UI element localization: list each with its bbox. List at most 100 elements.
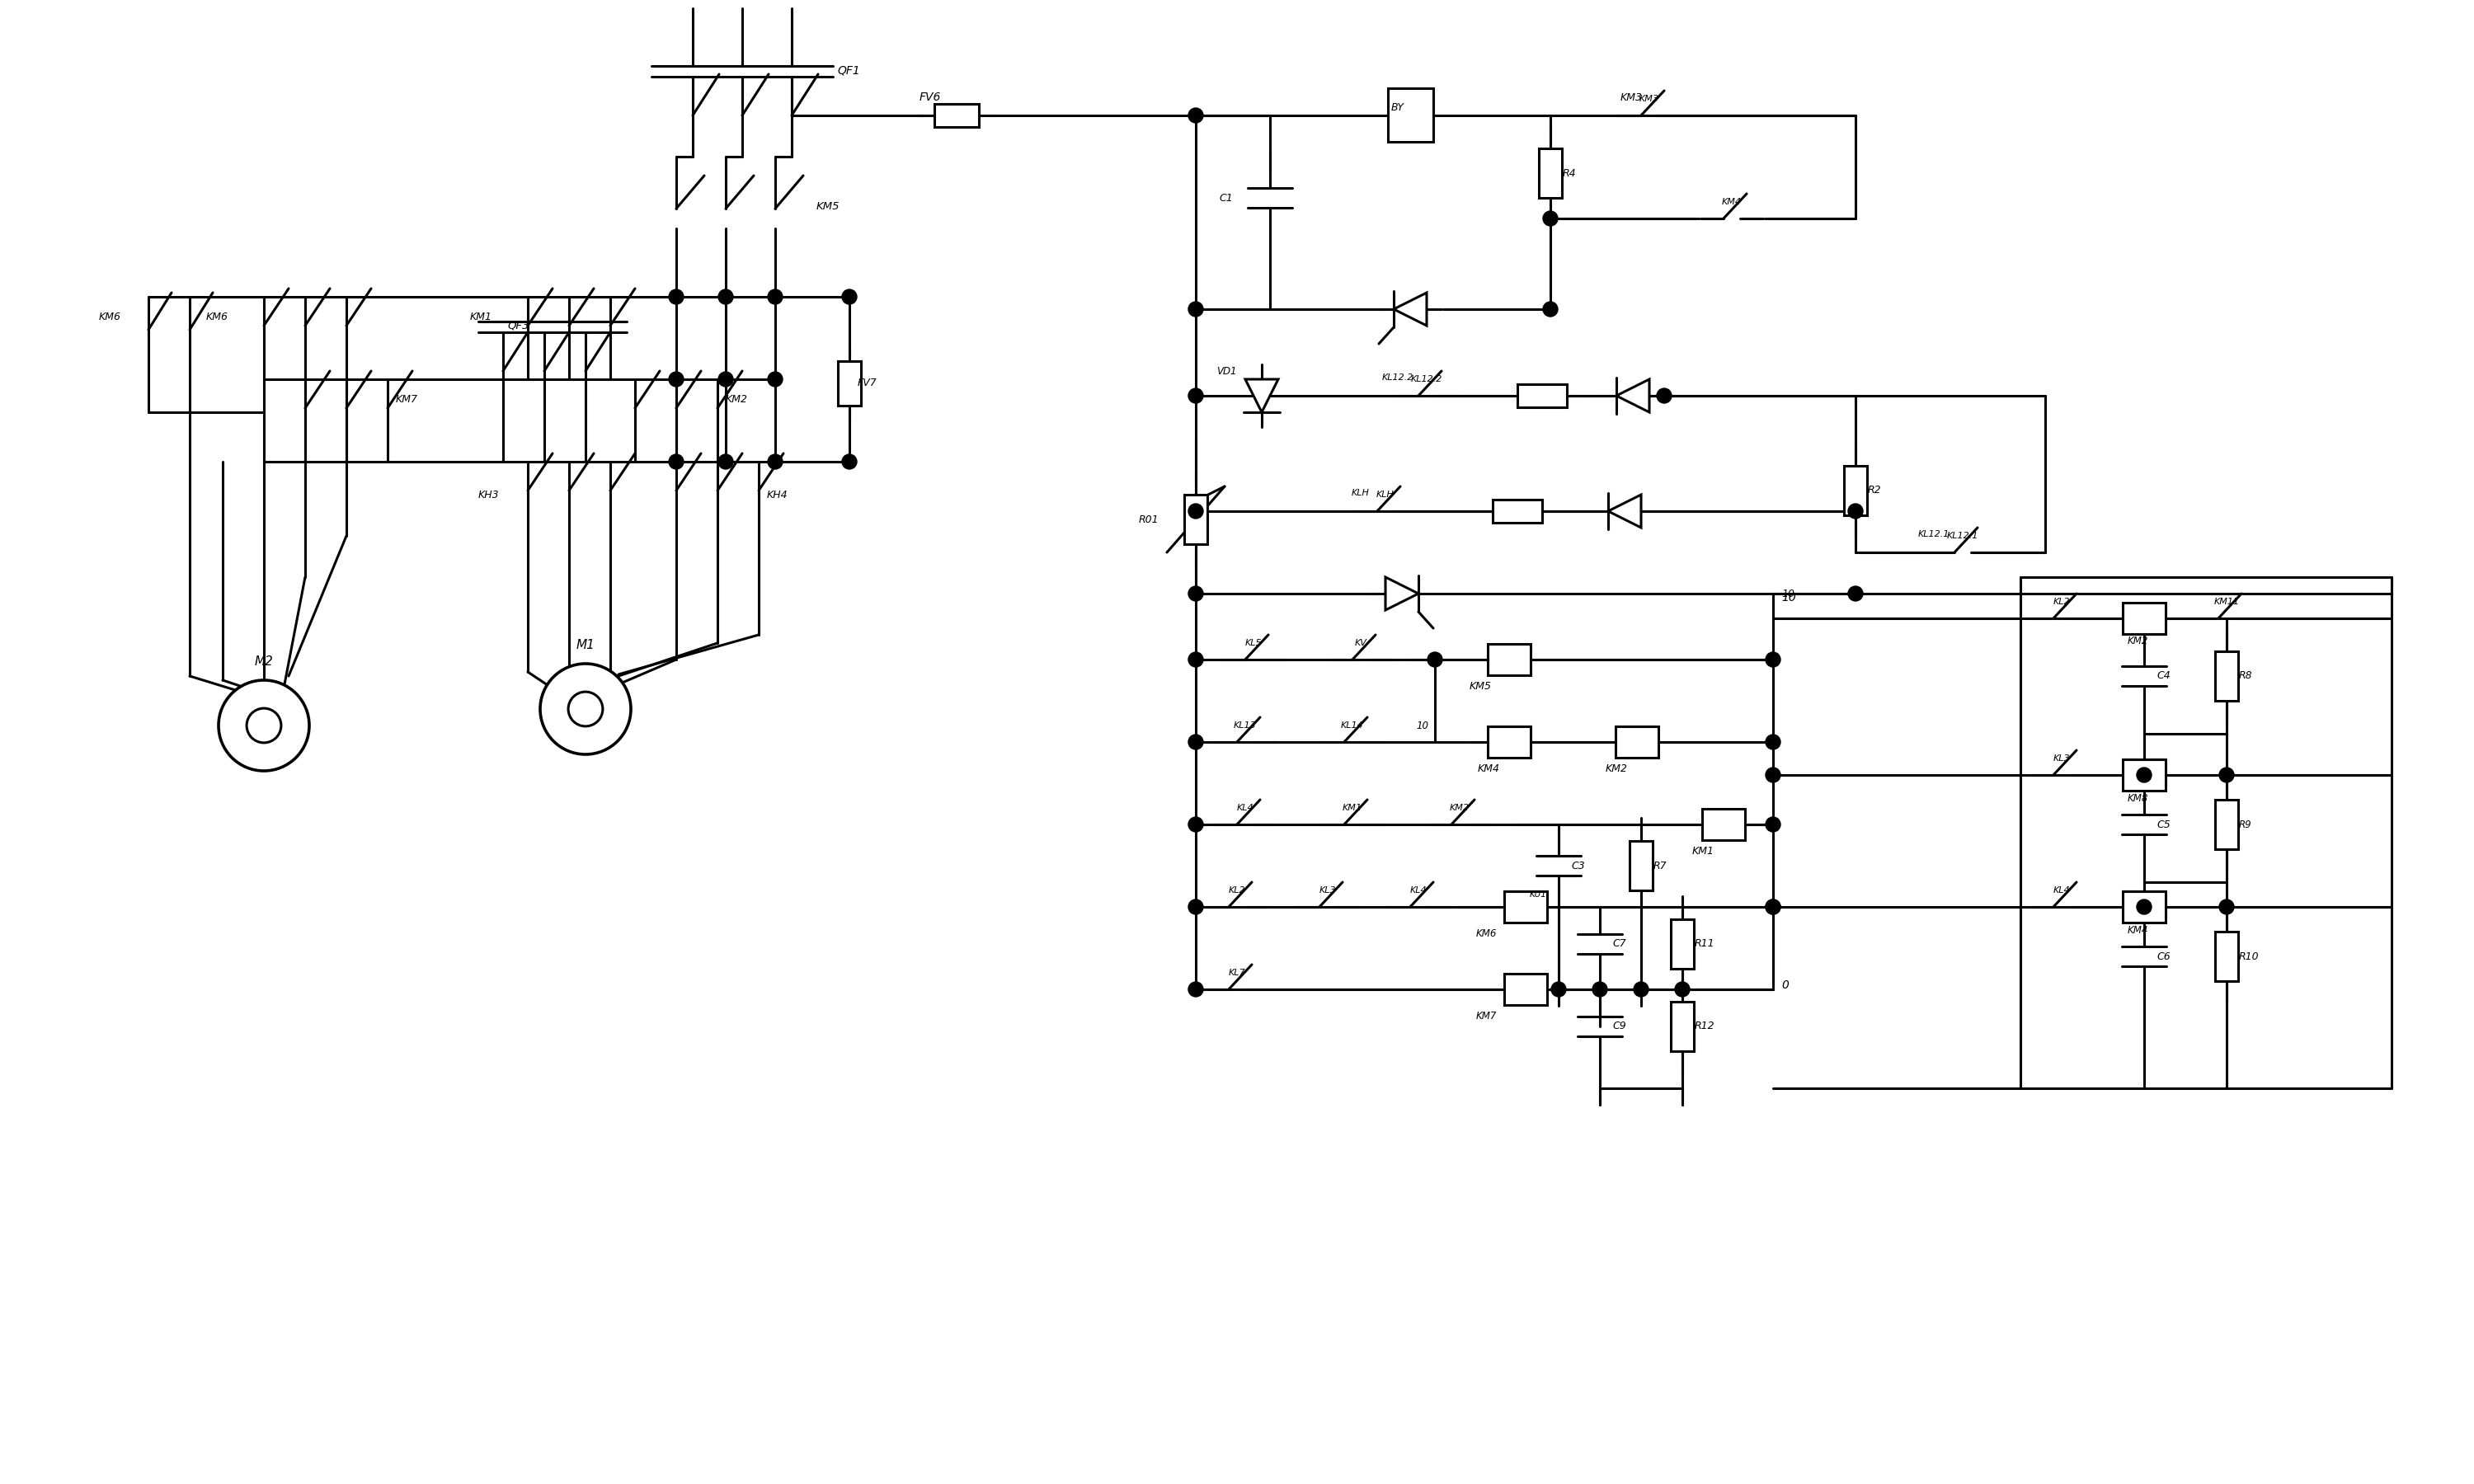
Circle shape [1675, 982, 1690, 997]
Text: M2: M2 [255, 656, 272, 668]
Circle shape [2138, 767, 2152, 782]
Text: R11: R11 [1695, 939, 1714, 950]
Polygon shape [1608, 494, 1640, 528]
Text: C7: C7 [1613, 939, 1625, 950]
Text: 10: 10 [1781, 592, 1796, 604]
Text: R12: R12 [1695, 1021, 1714, 1031]
Circle shape [1766, 899, 1781, 914]
Text: KM3: KM3 [1620, 92, 1643, 102]
Circle shape [767, 454, 782, 469]
Circle shape [1593, 982, 1608, 997]
Bar [2123, 760, 2165, 791]
Circle shape [539, 663, 631, 754]
Bar [1504, 892, 1546, 923]
Text: KLH: KLH [1351, 488, 1371, 497]
Text: KH4: KH4 [767, 490, 789, 500]
Circle shape [2219, 899, 2234, 914]
Text: KM1: KM1 [1692, 846, 1714, 856]
Text: KM6: KM6 [1477, 928, 1497, 939]
Text: C3: C3 [1571, 861, 1586, 871]
Text: KM6: KM6 [99, 312, 121, 324]
Text: KL14: KL14 [1341, 721, 1363, 730]
Bar [1388, 89, 1432, 142]
Text: KM2: KM2 [1450, 804, 1470, 812]
Text: C5: C5 [2157, 819, 2170, 830]
Circle shape [569, 692, 604, 726]
Text: KM1: KM1 [1343, 804, 1363, 812]
Bar [1487, 644, 1531, 675]
Text: KV: KV [1356, 640, 1366, 647]
Bar [1185, 494, 1207, 545]
Circle shape [1188, 982, 1202, 997]
Text: C1: C1 [1220, 193, 1232, 203]
Circle shape [668, 372, 683, 387]
Circle shape [1188, 899, 1202, 914]
Text: 0: 0 [1781, 979, 1789, 991]
Text: R10: R10 [2239, 951, 2259, 962]
Text: KM1: KM1 [470, 312, 492, 324]
Circle shape [1766, 735, 1781, 749]
Text: KM5: KM5 [816, 200, 839, 211]
Text: KL7: KL7 [1230, 969, 1244, 976]
Circle shape [1848, 586, 1863, 601]
Bar [2214, 932, 2239, 981]
Text: C6: C6 [2157, 951, 2170, 962]
Circle shape [1188, 503, 1202, 518]
Text: KM4: KM4 [2128, 925, 2147, 935]
Text: KL12.2: KL12.2 [1383, 374, 1413, 381]
Text: KLH: KLH [1376, 491, 1395, 499]
Circle shape [841, 454, 856, 469]
Bar [1487, 726, 1531, 758]
Text: KM4: KM4 [1722, 197, 1742, 206]
Text: FV7: FV7 [858, 378, 878, 389]
Text: KL12.2: KL12.2 [1410, 375, 1442, 383]
Text: BY: BY [1390, 102, 1405, 113]
Bar [1630, 841, 1653, 890]
Circle shape [1188, 735, 1202, 749]
Circle shape [1188, 651, 1202, 666]
Text: KM7: KM7 [396, 395, 418, 405]
Polygon shape [1393, 292, 1427, 325]
Text: KL4: KL4 [2053, 886, 2071, 895]
Bar [2214, 651, 2239, 700]
Text: KL12.1: KL12.1 [1917, 530, 1950, 539]
Circle shape [1551, 982, 1566, 997]
Text: KM6: KM6 [205, 312, 228, 324]
Text: KL2: KL2 [1230, 886, 1244, 895]
Circle shape [247, 708, 282, 743]
Text: KL2: KL2 [2053, 598, 2071, 605]
Circle shape [1848, 503, 1863, 518]
Text: C4: C4 [2157, 671, 2170, 681]
Bar [1843, 466, 1868, 515]
Text: KL3: KL3 [2053, 754, 2071, 763]
Text: 10: 10 [1415, 720, 1430, 732]
Text: KL5: KL5 [1244, 640, 1262, 647]
Circle shape [767, 289, 782, 304]
Text: R01: R01 [1138, 513, 1158, 525]
Bar [1616, 726, 1658, 758]
Text: KM4: KM4 [1477, 763, 1499, 773]
Bar [2214, 800, 2239, 849]
Circle shape [1188, 818, 1202, 833]
Circle shape [1188, 108, 1202, 123]
Polygon shape [1244, 380, 1279, 413]
Text: KM3: KM3 [1640, 95, 1660, 102]
Bar [935, 104, 980, 128]
Text: KU1: KU1 [1529, 890, 1546, 899]
Circle shape [1544, 211, 1559, 226]
Text: KM11: KM11 [2214, 598, 2239, 605]
Circle shape [2219, 767, 2234, 782]
Text: KL13: KL13 [1235, 721, 1257, 730]
Text: KM2: KM2 [725, 395, 747, 405]
Text: KM2: KM2 [2128, 637, 2147, 647]
Bar [1504, 974, 1546, 1005]
Text: KH3: KH3 [477, 490, 500, 500]
Bar [1702, 809, 1744, 840]
Text: KL4: KL4 [1237, 804, 1254, 812]
Circle shape [668, 454, 683, 469]
Circle shape [218, 680, 309, 770]
Circle shape [668, 289, 683, 304]
Circle shape [1633, 982, 1648, 997]
Bar [2123, 603, 2165, 634]
Text: QF3: QF3 [507, 321, 529, 331]
